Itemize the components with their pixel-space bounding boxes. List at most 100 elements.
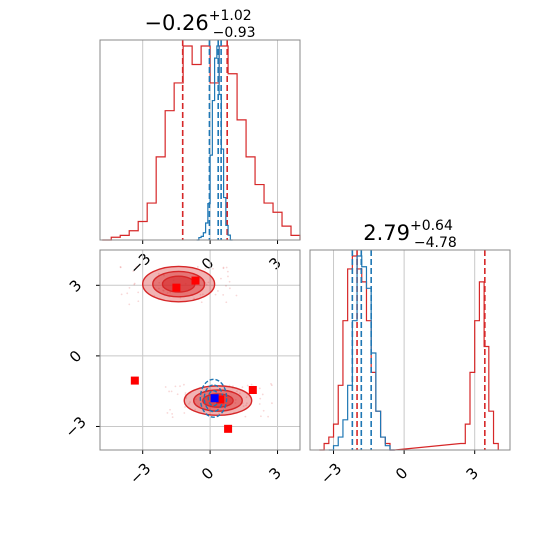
joint-scatter-dot <box>133 283 136 286</box>
joint-scatter-dot <box>261 393 264 396</box>
joint-scatter-dot <box>132 270 135 273</box>
joint-scatter-dot <box>260 415 262 418</box>
joint-marker-0-0 <box>172 283 181 292</box>
joint-scatter-dot <box>163 274 165 277</box>
joint-scatter-dot <box>207 281 210 284</box>
joint-scatter-dot <box>236 390 238 393</box>
joint-marker-1-0 <box>210 394 219 403</box>
joint-scatter-dot <box>162 289 164 292</box>
joint-scatter-dot <box>195 398 197 401</box>
joint-scatter-dot <box>119 266 122 269</box>
title-param-2: 2.79+0.64 −4.78 <box>363 218 457 251</box>
joint-scatter-dot <box>218 412 220 415</box>
joint-scatter-dot <box>267 415 269 418</box>
joint-ytick-label-1: 0 <box>66 347 85 366</box>
joint-scatter-dot <box>242 405 245 408</box>
joint-scatter-dot <box>259 397 262 400</box>
joint-scatter-dot <box>174 385 177 388</box>
joint-marker-0-5 <box>216 395 225 404</box>
joint-scatter-dot <box>128 287 131 289</box>
joint-marker-0-1 <box>191 276 200 285</box>
joint-scatter-dot <box>212 267 214 270</box>
joint-scatter-dot <box>238 392 241 395</box>
joint-scatter-dot <box>162 289 165 292</box>
joint-scatter-dot <box>184 406 186 408</box>
joint-scatter-dot <box>137 291 140 294</box>
joint-scatter-dot <box>244 415 247 418</box>
joint-scatter-dot <box>168 390 170 393</box>
joint-scatter-dot <box>158 281 161 284</box>
p1-tick-label-2: 3 <box>265 254 284 273</box>
joint-scatter-dot <box>246 402 248 405</box>
joint-scatter-dot <box>270 382 272 385</box>
joint-scatter-dot <box>245 396 248 399</box>
joint-scatter-dot <box>171 412 174 415</box>
joint-scatter-dot <box>176 393 179 396</box>
joint-scatter-dot <box>214 293 217 296</box>
joint-scatter-dot <box>222 266 225 269</box>
joint-scatter-dot <box>199 293 202 296</box>
joint-scatter-dot <box>234 402 237 404</box>
joint-scatter-dot <box>271 402 273 405</box>
joint-scatter-dot <box>222 267 225 270</box>
joint-scatter-dot <box>226 270 229 273</box>
joint-ytick-label-2: 3 <box>66 276 85 295</box>
titles: −0.26+1.02 −0.93 2.79+0.64 −4.78 <box>144 8 456 251</box>
joint-ytick-label-0: −3 <box>61 413 89 441</box>
joint-marker-0-3 <box>224 424 233 433</box>
joint-scatter-dot <box>270 384 273 387</box>
joint-scatter-dot <box>135 266 138 268</box>
joint-scatter-dot <box>200 301 203 304</box>
joint-scatter-dot <box>193 297 195 300</box>
joint-scatter-dot <box>183 412 186 414</box>
joint-scatter-dot <box>205 283 208 286</box>
joint-scatter-dot <box>128 303 131 306</box>
joint-scatter-dot <box>258 403 261 405</box>
joint-scatter-dot <box>202 293 204 296</box>
joint-scatter-dot <box>222 293 225 296</box>
joint-scatter-dot <box>188 402 190 405</box>
joint-scatter-dot <box>228 287 231 290</box>
joint-scatter-dot <box>157 272 160 275</box>
joint-scatter-dot <box>183 383 185 386</box>
p3-frame <box>309 249 511 451</box>
joint-scatter-dot <box>169 408 171 411</box>
joint-scatter-dot <box>137 300 140 303</box>
p3-tick-label-2: 3 <box>463 464 482 483</box>
p3-tick-label-1: 0 <box>392 464 411 483</box>
joint-blue-contour-0-0 <box>199 378 228 418</box>
joint-xtick-label-1: 0 <box>198 464 217 483</box>
joint-scatter-dot <box>194 408 197 411</box>
joint-scatter-dot <box>189 401 191 403</box>
joint-frame <box>99 249 301 451</box>
joint-scatter-dot <box>184 392 187 394</box>
joint-panel: −3 0 3 −3 0 3 <box>61 249 301 488</box>
joint-marker-0-2 <box>130 376 139 385</box>
joint-scatter-dot <box>200 395 203 398</box>
joint-scatter-dot <box>246 384 249 387</box>
joint-xtick-label-2: 3 <box>265 464 284 483</box>
joint-scatter-dot <box>225 266 228 269</box>
joint-scatter-dot <box>169 291 172 294</box>
joint-scatter-dot <box>204 267 207 270</box>
joint-scatter-dot <box>120 293 123 296</box>
joint-scatter-dot <box>158 287 160 290</box>
p3-tick-label-0: −3 <box>317 459 345 487</box>
joint-scatter-dot <box>234 398 237 401</box>
joint-scatter-dot <box>262 409 265 412</box>
marginal-param-2-panel: −3 0 3 <box>309 249 511 488</box>
joint-scatter-dot <box>133 282 136 285</box>
joint-scatter-dot <box>166 412 169 414</box>
joint-marker-0-4 <box>248 386 257 394</box>
joint-scatter-dot <box>225 284 227 287</box>
joint-scatter-dot <box>119 266 122 268</box>
joint-scatter-dot <box>217 290 219 292</box>
p1-frame <box>99 39 301 241</box>
marginal-param-1-panel: −3 0 3 <box>99 39 301 278</box>
joint-scatter-dot <box>227 275 229 278</box>
joint-scatter-dot <box>241 386 244 388</box>
joint-xtick-label-0: −3 <box>126 459 154 487</box>
joint-scatter-dot <box>179 385 181 388</box>
joint-scatter-dot <box>220 277 222 280</box>
